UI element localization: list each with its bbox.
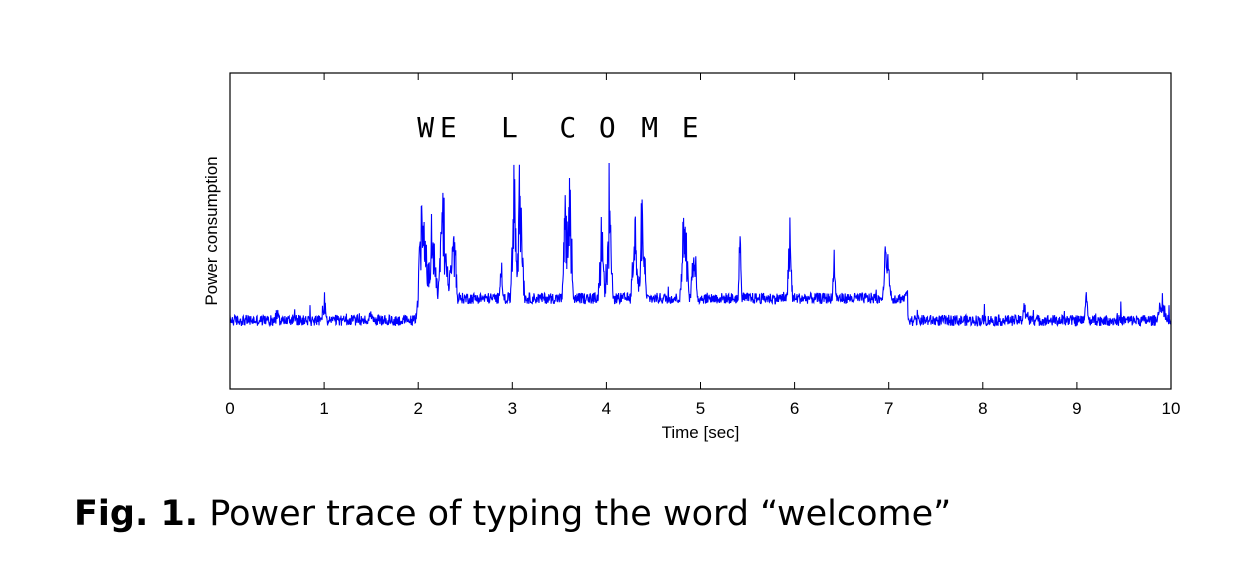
key-annotation-letter: O	[599, 111, 616, 144]
x-tick-label: 4	[602, 399, 611, 418]
power-trace-series	[229, 162, 1172, 328]
x-tick-label: 10	[1162, 399, 1181, 418]
caption-text: Power trace of typing the word “welcome”	[198, 494, 952, 534]
figure-caption: Fig. 1. Power trace of typing the word “…	[74, 494, 951, 534]
key-annotation-letter: C	[559, 111, 576, 144]
x-tick-label: 6	[790, 399, 799, 418]
x-tick-label: 1	[319, 399, 328, 418]
x-tick-label: 5	[696, 399, 705, 418]
x-tick-label: 0	[225, 399, 234, 418]
x-tick-label: 2	[413, 399, 422, 418]
key-annotation-letter: L	[501, 111, 518, 144]
y-axis-label: Power consumption	[202, 156, 221, 305]
x-tick-label: 8	[978, 399, 987, 418]
key-annotation-letter: M	[641, 111, 658, 144]
x-axis-label: Time [sec]	[662, 423, 740, 442]
plot-frame	[229, 72, 1172, 390]
figure-label: Fig. 1.	[74, 494, 199, 534]
x-tick-label: 3	[508, 399, 517, 418]
key-annotation-letter: W	[417, 111, 434, 144]
key-annotation-letter: E	[440, 111, 457, 144]
key-annotation-letter: E	[682, 111, 699, 144]
x-tick-label: 9	[1072, 399, 1081, 418]
x-tick-label: 7	[884, 399, 893, 418]
